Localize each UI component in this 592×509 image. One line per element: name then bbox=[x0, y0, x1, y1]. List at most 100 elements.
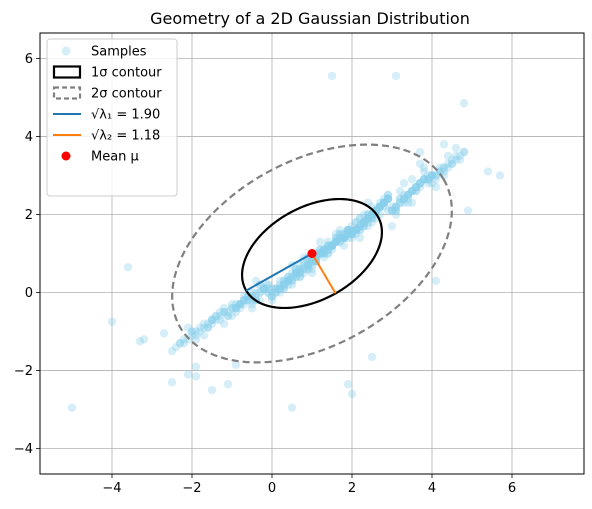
sample-point bbox=[315, 249, 325, 258]
sample-point bbox=[207, 319, 217, 328]
sample-point bbox=[215, 315, 225, 325]
sample-point bbox=[283, 276, 293, 286]
sample-point bbox=[327, 241, 337, 250]
sample-point bbox=[287, 276, 297, 286]
sample-point bbox=[307, 257, 317, 266]
sample-point bbox=[303, 257, 313, 266]
sample-point bbox=[175, 339, 185, 348]
sample-point bbox=[291, 264, 301, 274]
sample-point bbox=[227, 311, 237, 321]
sample-point bbox=[255, 288, 265, 297]
sample-point bbox=[295, 272, 305, 282]
sample-point bbox=[291, 268, 301, 278]
sample-point bbox=[415, 182, 425, 192]
sample-point bbox=[399, 179, 409, 188]
sample-point bbox=[287, 272, 297, 282]
sample-point bbox=[247, 300, 257, 309]
sample-point bbox=[363, 221, 373, 231]
sample-point bbox=[315, 249, 325, 258]
sample-point bbox=[347, 225, 357, 235]
sample-point bbox=[423, 175, 433, 184]
sample-point bbox=[335, 237, 345, 246]
sample-point bbox=[379, 202, 389, 211]
sample-point bbox=[343, 225, 353, 235]
sample-point bbox=[271, 284, 281, 293]
sample-point bbox=[451, 143, 461, 153]
sample-point bbox=[387, 206, 397, 215]
sample-point bbox=[191, 372, 201, 381]
sample-point bbox=[199, 319, 209, 328]
sample-point bbox=[171, 342, 181, 352]
sample-point bbox=[327, 241, 337, 250]
sample-point bbox=[267, 284, 277, 293]
sample-point bbox=[375, 202, 385, 211]
sample-point bbox=[215, 311, 225, 321]
sample-point bbox=[407, 186, 417, 196]
sample-point bbox=[443, 163, 453, 172]
sample-point bbox=[335, 225, 345, 235]
sample-point bbox=[219, 303, 229, 313]
principal-axes bbox=[245, 252, 337, 294]
sample-point bbox=[391, 202, 401, 211]
sample-point bbox=[319, 245, 329, 254]
sample-point bbox=[255, 288, 265, 297]
sample-point bbox=[351, 225, 361, 235]
x-tick-label: −4 bbox=[102, 481, 121, 496]
sample-point bbox=[411, 182, 421, 192]
sample-point bbox=[291, 272, 301, 282]
sample-point bbox=[331, 233, 341, 243]
sample-point bbox=[207, 315, 217, 325]
sample-point bbox=[307, 264, 317, 274]
sample-point bbox=[339, 229, 349, 239]
sample-point bbox=[355, 214, 365, 223]
sample-point bbox=[427, 171, 437, 180]
sample-point bbox=[391, 71, 401, 81]
sample-point bbox=[375, 198, 385, 207]
sample-point bbox=[331, 233, 341, 243]
sample-point bbox=[315, 249, 325, 258]
sample-point bbox=[339, 233, 349, 243]
sample-point bbox=[423, 179, 433, 188]
sample-point bbox=[175, 339, 185, 348]
sample-point bbox=[375, 202, 385, 211]
sample-point bbox=[287, 280, 297, 289]
sample-point bbox=[403, 190, 413, 200]
sample-point bbox=[239, 296, 249, 305]
sample-point bbox=[443, 159, 453, 168]
sample-point bbox=[139, 335, 149, 344]
sample-point bbox=[323, 241, 333, 250]
sample-point bbox=[223, 311, 233, 321]
sample-point bbox=[315, 249, 325, 258]
sample-point bbox=[367, 352, 377, 362]
sample-point bbox=[359, 221, 369, 231]
sample-point bbox=[451, 155, 461, 165]
sample-point bbox=[259, 284, 269, 293]
sample-point bbox=[391, 202, 401, 211]
sample-point bbox=[399, 190, 409, 200]
sample-point bbox=[395, 198, 405, 207]
sample-point bbox=[275, 284, 285, 293]
x-tick-label: 2 bbox=[348, 481, 356, 496]
sample-point bbox=[287, 276, 297, 286]
sample-point bbox=[403, 190, 413, 200]
sample-point bbox=[231, 303, 241, 313]
sample-point bbox=[303, 261, 313, 270]
sample-point bbox=[367, 214, 377, 223]
sample-point bbox=[283, 272, 293, 282]
sample-point bbox=[227, 300, 237, 309]
sample-point bbox=[291, 268, 301, 278]
sample-point bbox=[351, 225, 361, 235]
y-tick-label: −2 bbox=[14, 364, 33, 379]
sample-point bbox=[239, 296, 249, 305]
sample-point bbox=[367, 214, 377, 223]
sample-point bbox=[363, 214, 373, 223]
sample-point bbox=[179, 339, 189, 348]
legend: Samples 1σ contour 2σ contour √λ₁ = 1.90 √λ₂… bbox=[46, 38, 178, 197]
ticks-layer: −4 −2 0 2 4 6 −4 −2 0 2 4 6 bbox=[14, 52, 516, 496]
sample-point bbox=[263, 280, 273, 289]
sample-point bbox=[363, 214, 373, 223]
sample-point bbox=[383, 206, 393, 215]
sample-point bbox=[327, 241, 337, 250]
sample-point bbox=[67, 403, 77, 412]
sample-point bbox=[447, 159, 457, 168]
